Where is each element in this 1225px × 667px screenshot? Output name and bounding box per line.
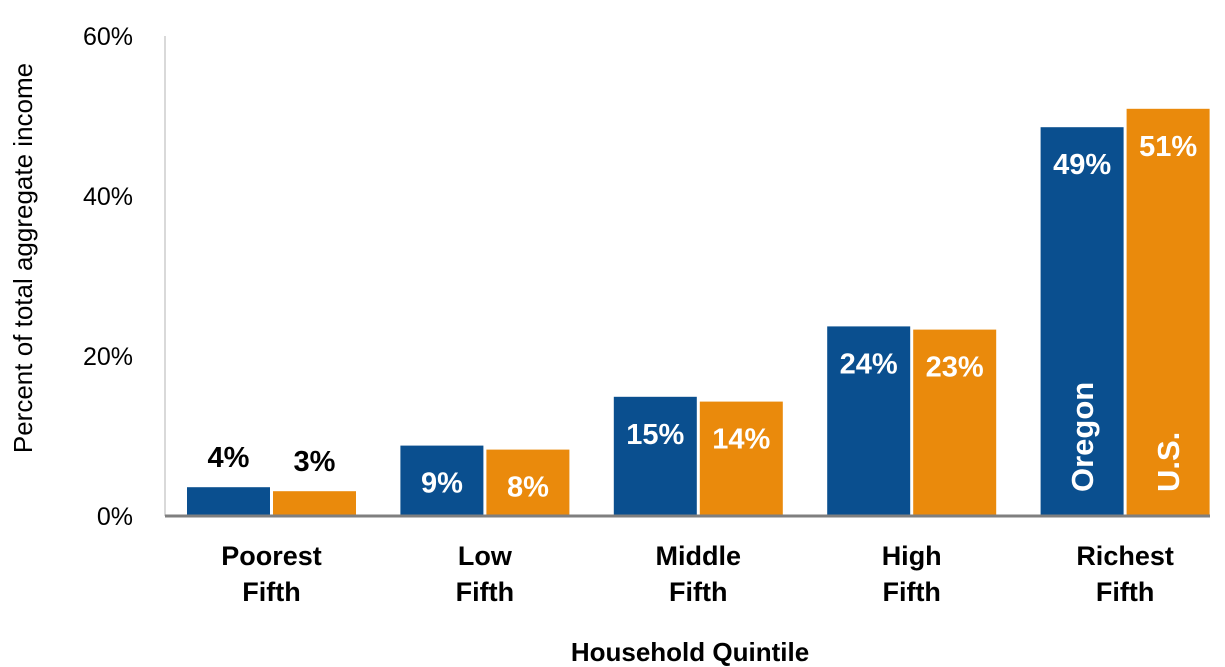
data-label: 15% [626, 419, 684, 451]
x-category-label: Middle Fifth [656, 541, 742, 607]
data-label: 9% [421, 468, 463, 500]
y-tick-label: 0% [97, 503, 133, 531]
bar [187, 487, 270, 516]
y-tick-label: 60% [83, 23, 133, 51]
data-label: 8% [507, 472, 549, 504]
series-name-label: U.S. [1151, 432, 1186, 492]
y-tick-label: 20% [83, 343, 133, 371]
bar [273, 491, 356, 516]
bar [400, 445, 484, 516]
bars-layer [187, 108, 1210, 517]
bar [1040, 127, 1124, 516]
data-label: 23% [926, 352, 984, 384]
y-tick-label: 40% [83, 183, 133, 211]
data-label: 49% [1053, 149, 1111, 181]
bar [613, 396, 697, 516]
bar [1126, 108, 1210, 517]
data-labels-layer: 4% 9% 15% 24% 49% 3% 8% 14% 23% 51% [208, 131, 1198, 504]
bar [913, 329, 997, 516]
y-tick-labels: 0% 20% 40% 60% [83, 23, 133, 531]
series-labels-layer: Oregon U.S. [1065, 382, 1186, 492]
bar [486, 449, 570, 516]
bar [827, 326, 911, 516]
x-category-label: Low Fifth [456, 541, 514, 607]
data-label: 51% [1139, 131, 1197, 163]
data-label: 3% [294, 446, 336, 478]
y-axis-title: Percent of total aggregate income [8, 63, 38, 453]
x-axis-title: Household Quintile [571, 637, 809, 667]
series-name-label: Oregon [1065, 382, 1100, 492]
bar [699, 401, 783, 516]
data-label: 4% [208, 442, 250, 474]
x-category-label: Poorest Fifth [221, 541, 322, 607]
x-category-label: Richest Fifth [1076, 541, 1174, 607]
x-category-label: High Fifth [882, 541, 942, 607]
x-category-labels: Poorest Fifth Low Fifth Middle Fifth High Fifth… [221, 541, 1174, 607]
data-label: 24% [840, 348, 898, 380]
data-label: 14% [712, 424, 770, 456]
